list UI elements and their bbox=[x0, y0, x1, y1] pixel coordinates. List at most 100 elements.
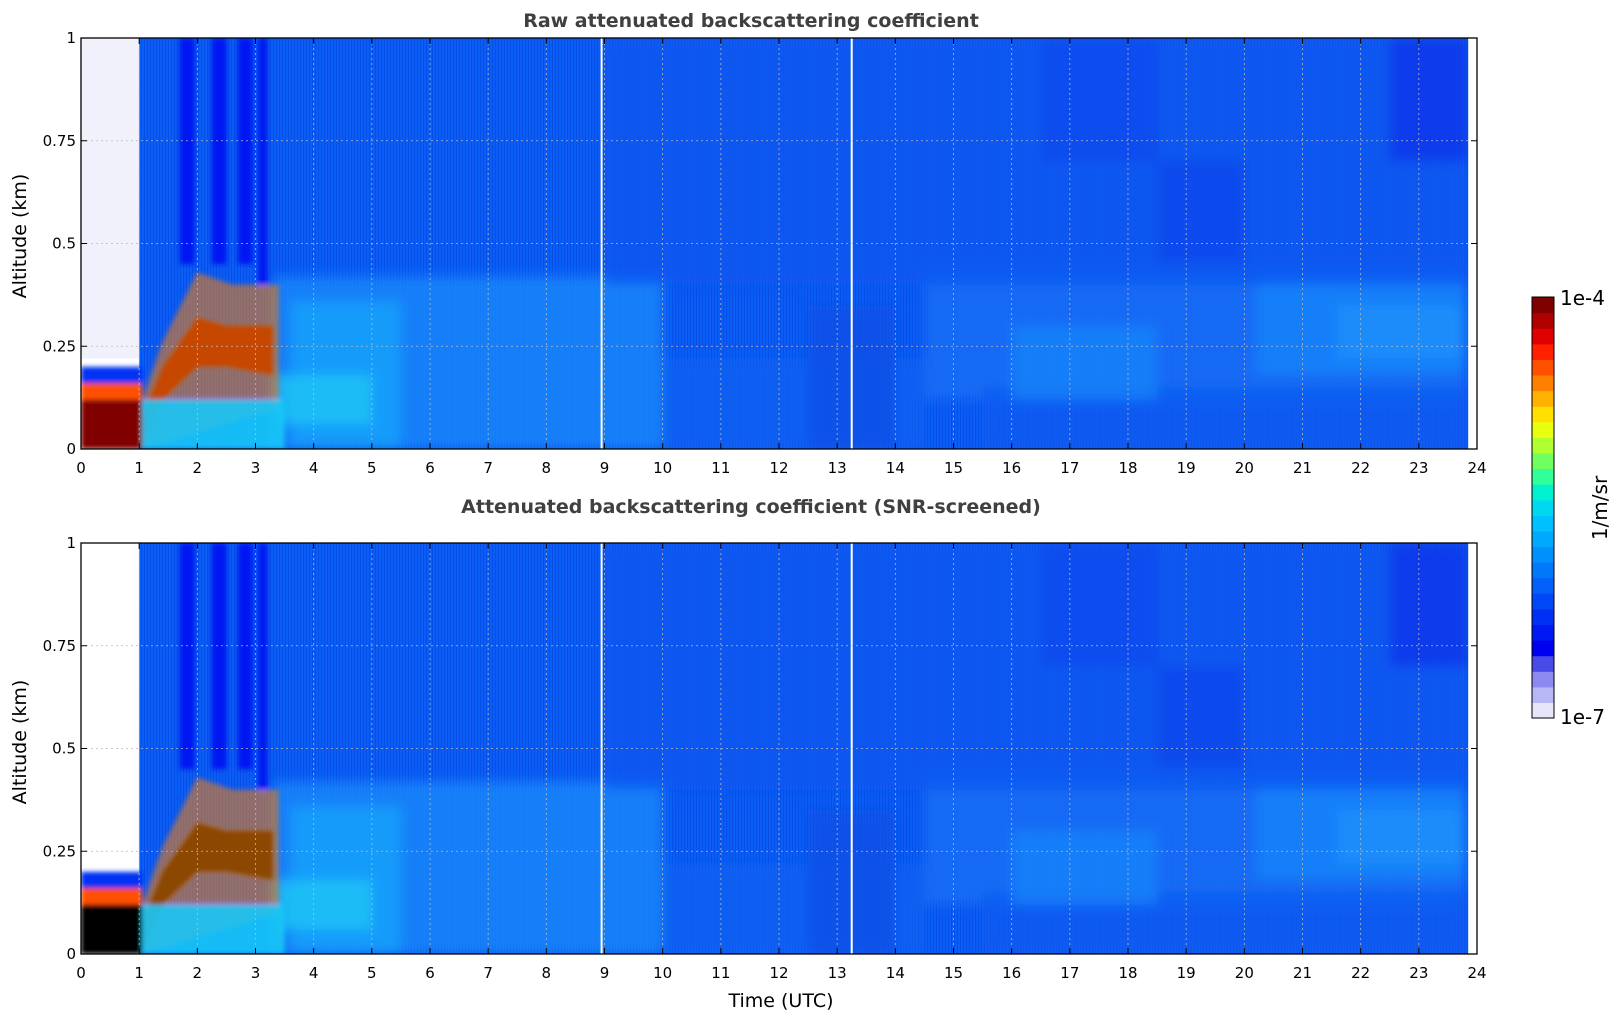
x-tick-label: 0 bbox=[76, 964, 86, 982]
x-tick-label: 7 bbox=[483, 459, 493, 477]
y-tick-label: 0 bbox=[66, 945, 76, 963]
y-tick-label: 0.25 bbox=[43, 842, 76, 860]
x-tick-label: 18 bbox=[1118, 964, 1137, 982]
x-tick-label: 15 bbox=[944, 964, 963, 982]
colorbar-swatch bbox=[1532, 297, 1554, 314]
x-tick-label: 20 bbox=[1235, 964, 1254, 982]
x-tick-label: 12 bbox=[769, 459, 788, 477]
colorbar-swatch bbox=[1532, 452, 1554, 470]
x-tick-label: 19 bbox=[1177, 964, 1196, 982]
x-tick-label: 5 bbox=[367, 459, 377, 477]
colorbar-swatch bbox=[1532, 546, 1554, 563]
grid bbox=[81, 38, 1477, 449]
heatmap-image bbox=[81, 543, 1477, 954]
colorbar-swatch bbox=[1532, 468, 1554, 485]
x-tick-label: 17 bbox=[1060, 964, 1079, 982]
x-tick-label: 12 bbox=[769, 964, 788, 982]
y-axis-label: Altitude (km) bbox=[9, 680, 31, 805]
x-tick-label: 16 bbox=[1002, 964, 1021, 982]
x-tick-label: 18 bbox=[1118, 459, 1137, 477]
colorbar-swatch bbox=[1532, 640, 1554, 657]
x-tick-label: 9 bbox=[600, 459, 610, 477]
colorbar-swatch bbox=[1532, 437, 1554, 454]
x-tick-label: 9 bbox=[600, 964, 610, 982]
x-tick-label: 14 bbox=[886, 459, 905, 477]
y-tick-label: 0 bbox=[66, 440, 76, 458]
x-tick-label: 5 bbox=[367, 964, 377, 982]
x-tick-label: 6 bbox=[425, 459, 435, 477]
x-tick-label: 20 bbox=[1235, 459, 1254, 477]
colorbar-swatch bbox=[1532, 343, 1554, 360]
colorbar-swatch bbox=[1532, 686, 1554, 704]
panel-title: Raw attenuated backscattering coefficien… bbox=[523, 10, 979, 32]
colorbar-swatch bbox=[1532, 608, 1554, 626]
x-tick-label: 6 bbox=[425, 964, 435, 982]
x-tick-label: 3 bbox=[251, 964, 261, 982]
x-tick-label: 14 bbox=[886, 964, 905, 982]
x-tick-label: 1 bbox=[134, 459, 144, 477]
x-tick-label: 4 bbox=[309, 964, 319, 982]
x-tick-label: 13 bbox=[828, 459, 847, 477]
colorbar-swatch bbox=[1532, 390, 1554, 407]
y-ticks: 0 0.25 0.5 0.75 1 bbox=[43, 29, 1477, 458]
x-tick-label: 22 bbox=[1351, 964, 1370, 982]
x-tick-label: 0 bbox=[76, 459, 86, 477]
colorbar-swatch bbox=[1532, 702, 1554, 719]
colorbar-swatch bbox=[1532, 406, 1554, 423]
x-tick-label: 16 bbox=[1002, 459, 1021, 477]
x-tick-label: 24 bbox=[1467, 459, 1486, 477]
panel-screened: Attenuated backscattering coefficient (S… bbox=[9, 496, 1487, 1012]
x-tick-label: 1 bbox=[134, 964, 144, 982]
colorbar-swatch bbox=[1532, 312, 1554, 329]
y-tick-label: 0.75 bbox=[43, 637, 76, 655]
colorbar-swatch bbox=[1532, 624, 1554, 641]
colorbar-swatch bbox=[1532, 499, 1554, 516]
y-tick-label: 0.5 bbox=[52, 740, 76, 758]
y-tick-label: 0.25 bbox=[43, 337, 76, 355]
colorbar-swatch bbox=[1532, 359, 1554, 376]
x-tick-label: 22 bbox=[1351, 459, 1370, 477]
colorbar-swatch bbox=[1532, 515, 1554, 532]
y-tick-label: 0.5 bbox=[52, 235, 76, 253]
colorbar-swatch bbox=[1532, 655, 1554, 672]
colorbar-max-label: 1e-4 bbox=[1560, 286, 1605, 310]
x-tick-label: 13 bbox=[828, 964, 847, 982]
x-tick-label: 21 bbox=[1293, 459, 1312, 477]
x-axis-label: Time (UTC) bbox=[727, 990, 833, 1012]
grid bbox=[81, 543, 1477, 954]
colorbar-swatch bbox=[1532, 530, 1554, 548]
colorbar-swatch bbox=[1532, 562, 1554, 579]
colorbar-unit-label: 1/m/sr bbox=[1588, 475, 1612, 540]
x-tick-label: 10 bbox=[653, 459, 672, 477]
x-tick-label: 19 bbox=[1177, 459, 1196, 477]
x-tick-label: 23 bbox=[1409, 964, 1428, 982]
x-ticks: 0 1 2 3 4 5 6 7 8 9 10 11 12 13 14 15 16 17 18 19 20 21 22 23 24 bbox=[76, 543, 1487, 982]
colorbar-swatches bbox=[1532, 297, 1554, 719]
x-tick-label: 23 bbox=[1409, 459, 1428, 477]
colorbar-swatch bbox=[1532, 328, 1554, 345]
y-ticks: 0 0.25 0.5 0.75 1 bbox=[43, 534, 1477, 963]
y-tick-label: 0.75 bbox=[43, 132, 76, 150]
colorbar-swatch bbox=[1532, 671, 1554, 688]
x-tick-label: 21 bbox=[1293, 964, 1312, 982]
x-tick-label: 24 bbox=[1467, 964, 1486, 982]
x-tick-label: 2 bbox=[193, 964, 203, 982]
x-tick-label: 8 bbox=[542, 964, 552, 982]
colorbar-swatch bbox=[1532, 577, 1554, 594]
y-axis-label: Altitude (km) bbox=[9, 174, 31, 299]
panel-title: Attenuated backscattering coefficient (S… bbox=[461, 496, 1041, 518]
colorbar: 1e-4 1e-7 1/m/sr bbox=[1531, 286, 1612, 729]
x-tick-label: 17 bbox=[1060, 459, 1079, 477]
x-tick-label: 8 bbox=[542, 459, 552, 477]
x-tick-label: 15 bbox=[944, 459, 963, 477]
colorbar-swatch bbox=[1532, 593, 1554, 610]
colorbar-swatch bbox=[1532, 374, 1554, 392]
x-tick-label: 11 bbox=[711, 964, 730, 982]
x-tick-label: 2 bbox=[193, 459, 203, 477]
x-tick-label: 10 bbox=[653, 964, 672, 982]
x-tick-label: 3 bbox=[251, 459, 261, 477]
colorbar-swatch bbox=[1532, 421, 1554, 438]
panel-raw: Raw attenuated backscattering coefficien… bbox=[9, 10, 1487, 477]
colorbar-min-label: 1e-7 bbox=[1560, 705, 1605, 729]
